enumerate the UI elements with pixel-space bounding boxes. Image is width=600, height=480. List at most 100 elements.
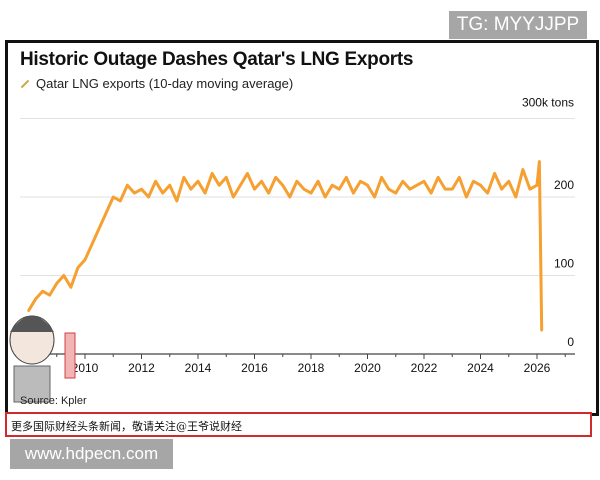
- data-point: [140, 187, 143, 191]
- data-point: [210, 172, 214, 175]
- source-note: Source: Kpler: [20, 395, 87, 407]
- data-point: [345, 176, 348, 179]
- legend-label: Qatar LNG exports (10-day moving average…: [36, 76, 294, 91]
- data-point: [203, 191, 207, 195]
- data-point: [528, 187, 532, 191]
- data-point: [76, 266, 80, 269]
- data-point: [443, 187, 447, 191]
- banner: 更多国际财经头条新闻，敬请关注@王爷说财经: [5, 412, 592, 437]
- data-point: [521, 168, 525, 171]
- data-point: [41, 290, 44, 293]
- data-point: [189, 187, 193, 191]
- data-point: [246, 172, 249, 175]
- data-point: [119, 199, 122, 203]
- data-point: [288, 195, 292, 199]
- data-point: [154, 180, 157, 183]
- data-point: [69, 286, 73, 289]
- x-tick-label: 2010: [72, 361, 99, 375]
- data-point: [239, 184, 242, 187]
- y-tick-label: 200: [554, 178, 574, 192]
- series-line: [27, 160, 544, 331]
- data-point: [415, 184, 419, 187]
- chart-frame: [5, 40, 599, 416]
- data-point: [352, 191, 355, 195]
- watermark-bottom: www.hdpecn.com: [10, 439, 173, 469]
- data-point: [90, 242, 94, 246]
- data-point: [295, 180, 299, 183]
- data-point: [493, 172, 496, 175]
- y-tick-label: 0: [567, 335, 574, 349]
- data-point: [316, 180, 320, 183]
- data-point: [225, 176, 228, 179]
- data-point: [436, 176, 440, 179]
- data-point: [253, 187, 256, 191]
- y-tick-label: 100: [554, 257, 574, 271]
- data-point: [401, 180, 405, 183]
- data-point: [486, 191, 489, 195]
- data-point: [62, 274, 66, 277]
- data-point: [274, 176, 277, 179]
- data-point: [359, 180, 362, 183]
- x-tick-label: 2016: [241, 361, 268, 375]
- data-point: [217, 184, 221, 187]
- data-point: [387, 187, 390, 191]
- data-point: [373, 195, 376, 199]
- data-point: [302, 187, 306, 191]
- x-tick-label: 2018: [298, 361, 325, 375]
- data-point: [408, 187, 412, 191]
- x-tick-label: 2026: [524, 361, 551, 375]
- data-point: [112, 195, 115, 199]
- data-point: [55, 282, 58, 285]
- stamp-image: [64, 332, 76, 379]
- data-point: [133, 191, 136, 195]
- data-point: [260, 180, 263, 183]
- data-point: [422, 180, 426, 183]
- x-tick-label: 2022: [411, 361, 438, 375]
- chart-title: Historic Outage Dashes Qatar's LNG Expor…: [20, 49, 414, 70]
- data-point: [323, 195, 327, 199]
- data-point: [48, 293, 51, 297]
- data-point: [330, 184, 334, 187]
- data-point: [196, 180, 200, 183]
- data-point: [500, 187, 503, 191]
- data-point: [514, 195, 518, 199]
- data-point: [161, 191, 164, 195]
- data-point: [281, 184, 284, 187]
- data-point: [465, 195, 468, 199]
- data-point: [479, 184, 482, 187]
- data-point: [27, 309, 30, 313]
- data-point: [309, 191, 313, 195]
- data-point: [458, 176, 461, 179]
- data-point: [538, 160, 541, 163]
- data-point: [366, 184, 369, 187]
- data-point: [182, 176, 186, 179]
- x-tick-label: 2024: [467, 361, 494, 375]
- data-point: [175, 199, 179, 203]
- watermark-top: TG: MYYJJPP: [449, 11, 587, 39]
- data-point: [97, 227, 101, 230]
- mascot-image: [9, 315, 55, 403]
- data-point: [540, 329, 543, 332]
- x-tick-label: 2014: [185, 361, 212, 375]
- legend: Qatar LNG exports (10-day moving average…: [20, 76, 293, 91]
- data-point: [147, 195, 150, 199]
- data-point: [507, 180, 510, 183]
- data-point: [104, 211, 108, 214]
- data-point: [126, 184, 129, 187]
- data-point: [451, 187, 454, 191]
- data-point: [535, 184, 539, 187]
- data-point: [429, 191, 433, 195]
- data-point: [83, 258, 87, 261]
- x-tick-label: 2012: [128, 361, 155, 375]
- y-tick-label: 300k tons: [522, 96, 574, 110]
- data-point: [338, 187, 341, 191]
- data-point: [232, 195, 235, 199]
- data-point: [472, 180, 475, 183]
- data-point: [380, 176, 383, 179]
- data-point: [34, 297, 37, 301]
- data-point: [267, 191, 270, 195]
- data-point: [168, 184, 171, 187]
- x-tick-label: 2020: [354, 361, 381, 375]
- data-point: [394, 191, 397, 195]
